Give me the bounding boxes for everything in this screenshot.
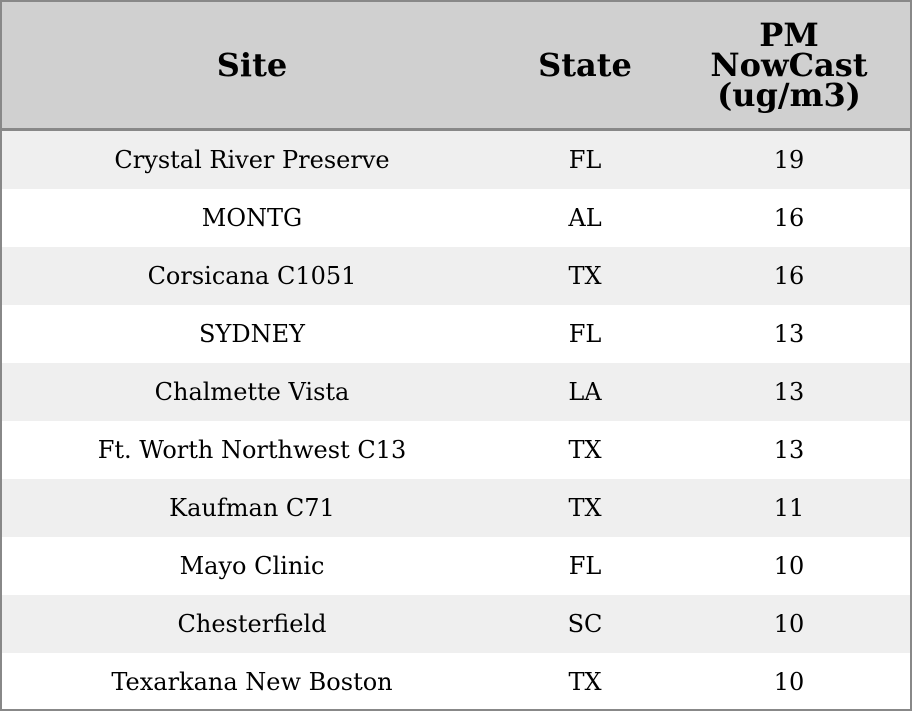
- table-cell: 13: [668, 305, 910, 363]
- table-cell: 19: [668, 129, 910, 189]
- table-cell: 10: [668, 653, 910, 709]
- table-cell: 16: [668, 189, 910, 247]
- table-cell: SYDNEY: [2, 305, 502, 363]
- table-row: Chesterfield SC 10: [2, 595, 910, 653]
- table-cell: AL: [502, 189, 668, 247]
- table-cell: 10: [668, 595, 910, 653]
- table-cell: TX: [502, 479, 668, 537]
- column-header-text: PM NowCast (ug/m3): [710, 16, 868, 114]
- column-header: Site: [2, 2, 502, 131]
- table-cell: Chalmette Vista: [2, 363, 502, 421]
- table-body: Crystal River Preserve FL 19 MONTG AL 16 Corsi…: [2, 129, 910, 709]
- table-cell: MONTG: [2, 189, 502, 247]
- table-cell: 13: [668, 363, 910, 421]
- table-cell: 11: [668, 479, 910, 537]
- table-row: SYDNEY FL 13: [2, 305, 910, 363]
- table-cell: SC: [502, 595, 668, 653]
- table-cell: Corsicana C1051: [2, 247, 502, 305]
- table-cell: Texarkana New Boston: [2, 653, 502, 709]
- table-cell: FL: [502, 537, 668, 595]
- table-cell: Kaufman C71: [2, 479, 502, 537]
- table-cell: Chesterfield: [2, 595, 502, 653]
- table-cell: 13: [668, 421, 910, 479]
- table-row: Chalmette Vista LA 13: [2, 363, 910, 421]
- table-cell: TX: [502, 653, 668, 709]
- table-row: Texarkana New Boston TX 10: [2, 653, 910, 709]
- table-row: Mayo Clinic FL 10: [2, 537, 910, 595]
- column-header-text: Site: [216, 46, 288, 84]
- table-cell: 10: [668, 537, 910, 595]
- table-row: Kaufman C71 TX 11: [2, 479, 910, 537]
- table-cell: TX: [502, 247, 668, 305]
- table-row: MONTG AL 16: [2, 189, 910, 247]
- table-cell: 16: [668, 247, 910, 305]
- table-cell: TX: [502, 421, 668, 479]
- column-header: PM NowCast (ug/m3): [668, 2, 910, 131]
- table-row: Ft. Worth Northwest C13 TX 13: [2, 421, 910, 479]
- column-header-text: State: [538, 46, 632, 84]
- table-cell: FL: [502, 305, 668, 363]
- table-cell: Ft. Worth Northwest C13: [2, 421, 502, 479]
- column-header: State: [502, 2, 668, 131]
- table-row: Crystal River Preserve FL 19: [2, 129, 910, 189]
- table-header: Site State PM NowCast (ug/m3): [2, 2, 910, 131]
- table-cell: LA: [502, 363, 668, 421]
- table-cell: Crystal River Preserve: [2, 129, 502, 189]
- table-row: Corsicana C1051 TX 16: [2, 247, 910, 305]
- header-row: Site State PM NowCast (ug/m3): [2, 2, 910, 131]
- table-cell: FL: [502, 129, 668, 189]
- table-cell: Mayo Clinic: [2, 537, 502, 595]
